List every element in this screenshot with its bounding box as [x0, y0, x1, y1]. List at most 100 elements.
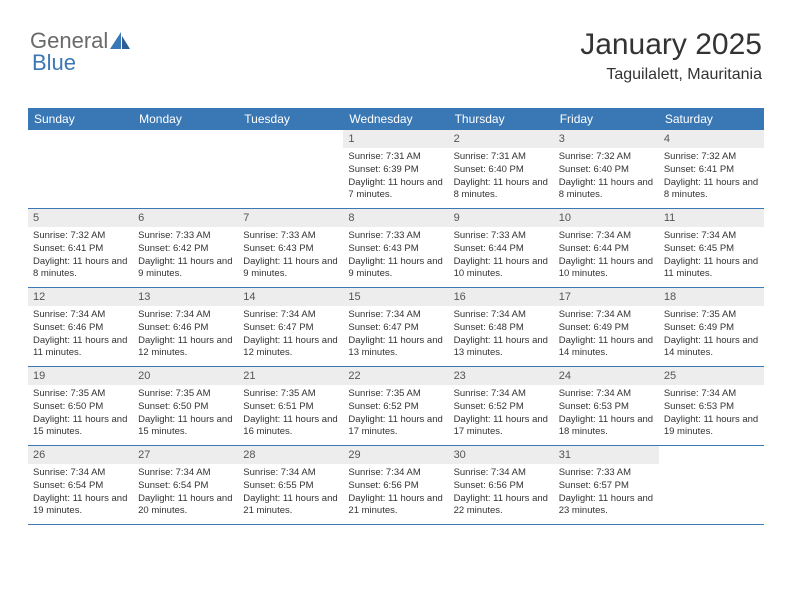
- day-number: 26: [28, 446, 133, 464]
- day-number: 21: [238, 367, 343, 385]
- day-cell: 17Sunrise: 7:34 AMSunset: 6:49 PMDayligh…: [554, 288, 659, 366]
- day-number: 28: [238, 446, 343, 464]
- day-number: 27: [133, 446, 238, 464]
- day-cell: 5Sunrise: 7:32 AMSunset: 6:41 PMDaylight…: [28, 209, 133, 287]
- day-body: Sunrise: 7:35 AMSunset: 6:50 PMDaylight:…: [133, 385, 238, 444]
- weekday-header-cell: Monday: [133, 108, 238, 130]
- day-cell: 27Sunrise: 7:34 AMSunset: 6:54 PMDayligh…: [133, 446, 238, 524]
- day-body: Sunrise: 7:34 AMSunset: 6:47 PMDaylight:…: [238, 306, 343, 365]
- day-number: 1: [343, 130, 448, 148]
- day-number: 19: [28, 367, 133, 385]
- day-body: Sunrise: 7:34 AMSunset: 6:44 PMDaylight:…: [554, 227, 659, 286]
- title-block: January 2025 Taguilalett, Mauritania: [580, 28, 762, 84]
- location: Taguilalett, Mauritania: [580, 66, 762, 84]
- day-body: Sunrise: 7:33 AMSunset: 6:57 PMDaylight:…: [554, 464, 659, 523]
- day-number: 18: [659, 288, 764, 306]
- weekday-header-cell: Wednesday: [343, 108, 448, 130]
- day-number: 23: [449, 367, 554, 385]
- day-cell: 4Sunrise: 7:32 AMSunset: 6:41 PMDaylight…: [659, 130, 764, 208]
- day-number: 2: [449, 130, 554, 148]
- weekday-header-cell: Friday: [554, 108, 659, 130]
- day-cell: 24Sunrise: 7:34 AMSunset: 6:53 PMDayligh…: [554, 367, 659, 445]
- day-cell: [28, 130, 133, 208]
- day-number: 17: [554, 288, 659, 306]
- day-body: Sunrise: 7:33 AMSunset: 6:43 PMDaylight:…: [238, 227, 343, 286]
- day-cell: 22Sunrise: 7:35 AMSunset: 6:52 PMDayligh…: [343, 367, 448, 445]
- day-cell: 26Sunrise: 7:34 AMSunset: 6:54 PMDayligh…: [28, 446, 133, 524]
- day-cell: 14Sunrise: 7:34 AMSunset: 6:47 PMDayligh…: [238, 288, 343, 366]
- day-body: Sunrise: 7:34 AMSunset: 6:52 PMDaylight:…: [449, 385, 554, 444]
- day-cell: 31Sunrise: 7:33 AMSunset: 6:57 PMDayligh…: [554, 446, 659, 524]
- day-body: Sunrise: 7:32 AMSunset: 6:40 PMDaylight:…: [554, 148, 659, 207]
- day-number: 10: [554, 209, 659, 227]
- day-body: Sunrise: 7:34 AMSunset: 6:47 PMDaylight:…: [343, 306, 448, 365]
- day-number: 25: [659, 367, 764, 385]
- day-cell: 25Sunrise: 7:34 AMSunset: 6:53 PMDayligh…: [659, 367, 764, 445]
- day-cell: 12Sunrise: 7:34 AMSunset: 6:46 PMDayligh…: [28, 288, 133, 366]
- day-cell: 9Sunrise: 7:33 AMSunset: 6:44 PMDaylight…: [449, 209, 554, 287]
- day-number: 22: [343, 367, 448, 385]
- day-body: Sunrise: 7:34 AMSunset: 6:48 PMDaylight:…: [449, 306, 554, 365]
- day-cell: 13Sunrise: 7:34 AMSunset: 6:46 PMDayligh…: [133, 288, 238, 366]
- day-body: Sunrise: 7:32 AMSunset: 6:41 PMDaylight:…: [659, 148, 764, 207]
- day-cell: 29Sunrise: 7:34 AMSunset: 6:56 PMDayligh…: [343, 446, 448, 524]
- day-body: Sunrise: 7:33 AMSunset: 6:44 PMDaylight:…: [449, 227, 554, 286]
- day-body: Sunrise: 7:35 AMSunset: 6:52 PMDaylight:…: [343, 385, 448, 444]
- day-body: Sunrise: 7:31 AMSunset: 6:39 PMDaylight:…: [343, 148, 448, 207]
- day-cell: 10Sunrise: 7:34 AMSunset: 6:44 PMDayligh…: [554, 209, 659, 287]
- day-body: Sunrise: 7:34 AMSunset: 6:53 PMDaylight:…: [554, 385, 659, 444]
- day-body: Sunrise: 7:32 AMSunset: 6:41 PMDaylight:…: [28, 227, 133, 286]
- weekday-header-cell: Saturday: [659, 108, 764, 130]
- day-number: 9: [449, 209, 554, 227]
- day-body: Sunrise: 7:34 AMSunset: 6:54 PMDaylight:…: [133, 464, 238, 523]
- day-number: 16: [449, 288, 554, 306]
- weekday-header-cell: Tuesday: [238, 108, 343, 130]
- day-cell: 19Sunrise: 7:35 AMSunset: 6:50 PMDayligh…: [28, 367, 133, 445]
- day-body: Sunrise: 7:34 AMSunset: 6:53 PMDaylight:…: [659, 385, 764, 444]
- day-number: 14: [238, 288, 343, 306]
- day-number: 11: [659, 209, 764, 227]
- day-cell: 20Sunrise: 7:35 AMSunset: 6:50 PMDayligh…: [133, 367, 238, 445]
- day-body: Sunrise: 7:35 AMSunset: 6:49 PMDaylight:…: [659, 306, 764, 365]
- day-cell: 7Sunrise: 7:33 AMSunset: 6:43 PMDaylight…: [238, 209, 343, 287]
- day-number: 5: [28, 209, 133, 227]
- day-cell: 15Sunrise: 7:34 AMSunset: 6:47 PMDayligh…: [343, 288, 448, 366]
- day-body: Sunrise: 7:31 AMSunset: 6:40 PMDaylight:…: [449, 148, 554, 207]
- day-cell: 28Sunrise: 7:34 AMSunset: 6:55 PMDayligh…: [238, 446, 343, 524]
- logo-text-blue: Blue: [32, 50, 76, 75]
- day-number: 31: [554, 446, 659, 464]
- logo-sail-icon: [110, 32, 132, 50]
- day-number: 12: [28, 288, 133, 306]
- day-cell: 23Sunrise: 7:34 AMSunset: 6:52 PMDayligh…: [449, 367, 554, 445]
- day-number: 4: [659, 130, 764, 148]
- day-number: 13: [133, 288, 238, 306]
- day-number: 30: [449, 446, 554, 464]
- day-number: 6: [133, 209, 238, 227]
- weekday-header-cell: Sunday: [28, 108, 133, 130]
- day-body: Sunrise: 7:33 AMSunset: 6:43 PMDaylight:…: [343, 227, 448, 286]
- day-body: Sunrise: 7:33 AMSunset: 6:42 PMDaylight:…: [133, 227, 238, 286]
- week-row: 5Sunrise: 7:32 AMSunset: 6:41 PMDaylight…: [28, 209, 764, 288]
- week-row: 12Sunrise: 7:34 AMSunset: 6:46 PMDayligh…: [28, 288, 764, 367]
- day-number: 15: [343, 288, 448, 306]
- calendar: SundayMondayTuesdayWednesdayThursdayFrid…: [28, 108, 764, 525]
- day-body: Sunrise: 7:34 AMSunset: 6:54 PMDaylight:…: [28, 464, 133, 523]
- day-cell: 1Sunrise: 7:31 AMSunset: 6:39 PMDaylight…: [343, 130, 448, 208]
- weekday-header-cell: Thursday: [449, 108, 554, 130]
- day-body: Sunrise: 7:34 AMSunset: 6:46 PMDaylight:…: [28, 306, 133, 365]
- day-cell: 18Sunrise: 7:35 AMSunset: 6:49 PMDayligh…: [659, 288, 764, 366]
- day-cell: 2Sunrise: 7:31 AMSunset: 6:40 PMDaylight…: [449, 130, 554, 208]
- day-cell: 16Sunrise: 7:34 AMSunset: 6:48 PMDayligh…: [449, 288, 554, 366]
- day-body: Sunrise: 7:34 AMSunset: 6:55 PMDaylight:…: [238, 464, 343, 523]
- day-body: Sunrise: 7:35 AMSunset: 6:51 PMDaylight:…: [238, 385, 343, 444]
- day-cell: [659, 446, 764, 524]
- day-cell: 30Sunrise: 7:34 AMSunset: 6:56 PMDayligh…: [449, 446, 554, 524]
- logo-text-blue-wrap: Blue: [32, 50, 76, 76]
- weekday-header: SundayMondayTuesdayWednesdayThursdayFrid…: [28, 108, 764, 130]
- week-row: 1Sunrise: 7:31 AMSunset: 6:39 PMDaylight…: [28, 130, 764, 209]
- week-row: 19Sunrise: 7:35 AMSunset: 6:50 PMDayligh…: [28, 367, 764, 446]
- day-number: 8: [343, 209, 448, 227]
- day-cell: 8Sunrise: 7:33 AMSunset: 6:43 PMDaylight…: [343, 209, 448, 287]
- day-cell: [133, 130, 238, 208]
- day-cell: 6Sunrise: 7:33 AMSunset: 6:42 PMDaylight…: [133, 209, 238, 287]
